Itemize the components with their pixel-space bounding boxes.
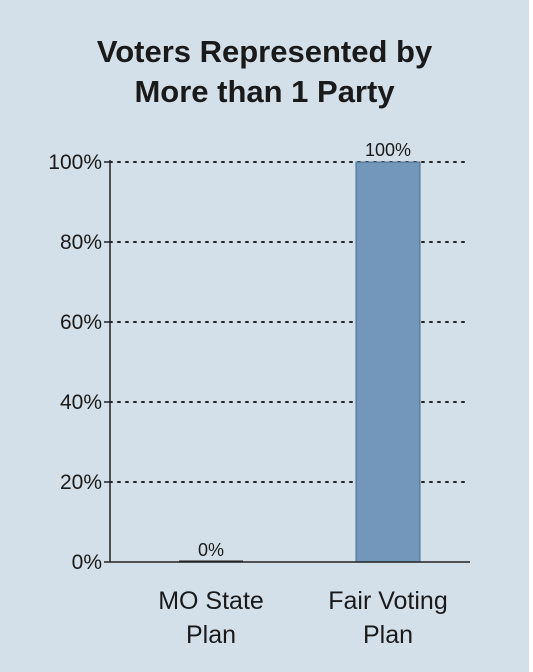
x-category-label: MO State (158, 587, 264, 615)
x-category-label: Plan (186, 621, 236, 649)
y-tick-label: 80% (60, 231, 102, 254)
y-tick-label: 0% (72, 551, 102, 574)
y-tick-label: 40% (60, 391, 102, 414)
y-tick-label: 60% (60, 311, 102, 334)
x-category-label: Plan (363, 621, 413, 649)
chart-title-line-1: Voters Represented by (96, 34, 433, 69)
bar-data-label: 100% (365, 140, 411, 160)
chart-title: Voters Represented by More than 1 Party (0, 32, 529, 112)
bar-data-label: 0% (198, 540, 224, 560)
x-category-label: Fair Voting (328, 587, 448, 615)
bar (355, 161, 421, 563)
y-tick-label: 100% (48, 151, 102, 174)
chart-title-line-2: More than 1 Party (134, 74, 395, 109)
y-tick-label: 20% (60, 471, 102, 494)
